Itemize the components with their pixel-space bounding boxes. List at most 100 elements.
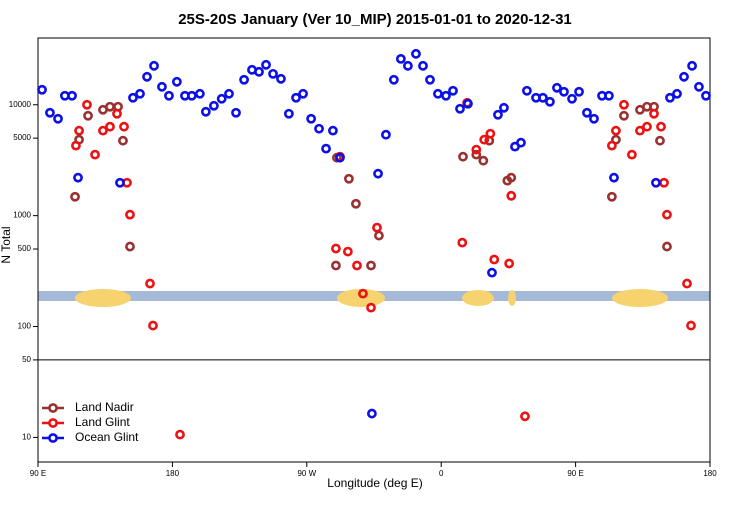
point [433, 88, 443, 99]
point [552, 82, 562, 93]
point [372, 222, 382, 233]
point [306, 113, 317, 124]
legend-marker [48, 403, 58, 413]
point [489, 254, 500, 265]
point [388, 74, 399, 85]
point [115, 177, 125, 188]
plot-frame [37, 37, 711, 463]
point [82, 99, 92, 110]
point [487, 267, 497, 278]
point [358, 288, 368, 299]
point [418, 60, 428, 71]
point [522, 85, 532, 96]
land-patch [508, 290, 516, 306]
point [686, 320, 696, 331]
y-tick-label: 10000 [9, 100, 32, 109]
point [567, 93, 577, 104]
point [455, 103, 465, 114]
point [105, 121, 115, 132]
point [125, 241, 135, 252]
legend-marker [48, 418, 58, 428]
point [209, 100, 219, 111]
point [373, 168, 383, 179]
point [231, 107, 241, 118]
point [448, 85, 458, 96]
point [128, 92, 138, 103]
point [216, 93, 227, 104]
point [679, 71, 689, 82]
point [261, 59, 271, 70]
point [186, 90, 197, 101]
point [135, 88, 145, 99]
point [604, 90, 614, 101]
point [485, 128, 496, 139]
point [499, 102, 509, 113]
point [351, 198, 361, 209]
point [520, 411, 530, 422]
y-tick-label: 1000 [13, 211, 31, 220]
point [478, 155, 489, 166]
point [145, 278, 155, 289]
point [276, 73, 286, 84]
point [366, 302, 376, 313]
point [516, 137, 526, 148]
point [374, 230, 384, 241]
point [239, 74, 249, 85]
point [493, 109, 503, 120]
point [619, 110, 629, 121]
legend-label: Ocean Glint [75, 430, 139, 444]
point [606, 140, 617, 151]
point [665, 92, 675, 103]
point [331, 260, 341, 271]
y-axis-label: N Total [0, 226, 13, 263]
y-tick-label: 50 [22, 355, 31, 364]
y-tick-label: 10 [22, 433, 31, 442]
legend-label: Land Nadir [75, 400, 134, 414]
point [342, 246, 353, 257]
x-tick-label: 90 E [567, 469, 583, 478]
point [268, 68, 278, 79]
point [73, 172, 83, 183]
point [118, 135, 128, 146]
point [254, 66, 264, 77]
point [606, 191, 617, 202]
point [171, 76, 182, 87]
point [331, 243, 341, 254]
land-patch [612, 289, 668, 307]
x-tick-label: 180 [166, 469, 180, 478]
point [506, 190, 517, 201]
point [142, 71, 152, 82]
point [656, 121, 666, 132]
point [611, 125, 621, 136]
land-patch [75, 289, 131, 307]
point [619, 99, 629, 110]
point [574, 86, 584, 97]
point [224, 88, 234, 99]
point [635, 125, 645, 136]
point [367, 408, 377, 419]
point [659, 177, 669, 188]
land-patch [462, 290, 494, 306]
legend-marker [48, 433, 58, 443]
point [53, 113, 63, 124]
point [119, 121, 129, 132]
point [70, 191, 80, 202]
x-axis-label: Longitude (deg E) [327, 476, 422, 490]
point [149, 60, 159, 71]
point [411, 48, 421, 59]
point [344, 173, 354, 184]
point [335, 152, 345, 163]
y-tick-label: 100 [18, 322, 32, 331]
point [194, 88, 205, 99]
point [458, 151, 468, 162]
point [609, 172, 619, 183]
point [655, 135, 665, 146]
point [589, 113, 599, 124]
legend-label: Land Glint [75, 415, 130, 429]
y-tick-label: 5000 [13, 133, 31, 142]
point [545, 96, 555, 107]
chart-title: 25S-20S January (Ver 10_MIP) 2015-01-01 … [178, 11, 572, 28]
point [37, 84, 47, 95]
point [425, 74, 435, 85]
